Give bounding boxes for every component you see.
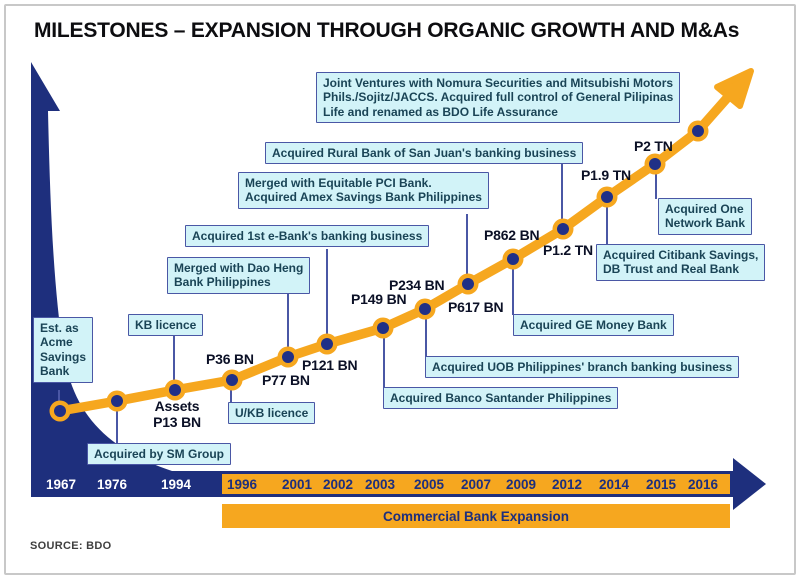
year-label-2001: 2001 xyxy=(281,477,313,492)
callout-1994-kb-licence: KB licence xyxy=(128,314,204,337)
value-label-2002: P121 BN xyxy=(302,357,358,373)
milestone-dot-1996 xyxy=(221,369,243,391)
milestone-dot-2012 xyxy=(552,218,574,240)
callout-2007-equitable-pci: Merged with Equitable PCI Bank. Acquired… xyxy=(238,172,489,209)
value-label-2001: P77 BN xyxy=(262,372,310,388)
value-label-1994: Assets P13 BN xyxy=(153,398,201,430)
value-label-1996: P36 BN xyxy=(206,351,254,367)
page-title: MILESTONES – EXPANSION THROUGH ORGANIC G… xyxy=(34,19,740,42)
year-label-1976: 1976 xyxy=(96,477,128,492)
value-label-2007: P617 BN xyxy=(448,299,504,315)
year-label-2007: 2007 xyxy=(460,477,492,492)
callout-1976-sm-group: Acquired by SM Group xyxy=(87,443,232,466)
timeline-arrowhead-icon xyxy=(733,458,766,510)
milestone-dot-2002 xyxy=(316,333,338,355)
year-label-2009: 2009 xyxy=(505,477,537,492)
milestone-dot-2005 xyxy=(414,298,436,320)
milestone-dots xyxy=(49,120,709,422)
value-label-2003: P149 BN xyxy=(351,291,407,307)
milestone-dot-2014 xyxy=(596,186,618,208)
value-label-2015: P2 TN xyxy=(634,138,673,154)
milestone-dot-1976 xyxy=(106,390,128,412)
callout-2009-ge-money: Acquired GE Money Bank xyxy=(513,314,674,337)
source-note: SOURCE: BDO xyxy=(30,540,112,552)
milestone-dot-2007 xyxy=(457,273,479,295)
value-label-2005: P234 BN xyxy=(389,277,445,293)
year-label-2005: 2005 xyxy=(413,477,445,492)
milestone-dot-2016 xyxy=(687,120,709,142)
connector-lines xyxy=(58,164,657,444)
milestone-dot-1994 xyxy=(164,379,186,401)
year-label-2014: 2014 xyxy=(598,477,630,492)
callout-2016-joint-ventures: Joint Ventures with Nomura Securities an… xyxy=(316,72,681,124)
era-band-label: Commercial Bank Expansion xyxy=(382,508,570,524)
callout-2005-uob: Acquired UOB Philippines' branch banking… xyxy=(425,356,740,379)
callout-2002-1st-ebank: Acquired 1st e-Bank's banking business xyxy=(185,225,430,248)
year-label-1967: 1967 xyxy=(45,477,77,492)
callout-2012-rural-bank: Acquired Rural Bank of San Juan's bankin… xyxy=(265,142,584,165)
milestone-dot-2003 xyxy=(372,317,394,339)
year-label-2015: 2015 xyxy=(645,477,677,492)
callout-1996-ukb-licence: U/KB licence xyxy=(228,402,316,425)
milestone-dot-1967 xyxy=(49,400,71,422)
year-label-2012: 2012 xyxy=(551,477,583,492)
year-label-2002: 2002 xyxy=(322,477,354,492)
callout-1967-est-acme: Est. as Acme Savings Bank xyxy=(33,317,94,383)
year-label-2016: 2016 xyxy=(687,477,719,492)
callout-2001-dao-heng: Merged with Dao Heng Bank Philippines xyxy=(167,257,311,294)
year-label-1996: 1996 xyxy=(226,477,258,492)
milestone-dot-2009 xyxy=(502,248,524,270)
value-label-2014: P1.9 TN xyxy=(581,167,631,183)
year-label-2003: 2003 xyxy=(364,477,396,492)
value-label-2009: P862 BN xyxy=(484,227,540,243)
milestone-dot-2001 xyxy=(277,346,299,368)
year-label-1994: 1994 xyxy=(160,477,192,492)
timeline-yellow-band xyxy=(222,474,730,494)
value-label-2012: P1.2 TN xyxy=(543,242,593,258)
callout-2015-one-network: Acquired One Network Bank xyxy=(658,198,753,235)
callout-2014-citibank-savings: Acquired Citibank Savings, DB Trust and … xyxy=(596,244,766,281)
callout-2003-banco-santander: Acquired Banco Santander Philippines xyxy=(383,387,619,410)
milestone-dot-2015 xyxy=(644,153,666,175)
growth-arrowhead-icon xyxy=(714,68,754,109)
era-band-commercial-bank-expansion: Commercial Bank Expansion xyxy=(222,504,730,528)
